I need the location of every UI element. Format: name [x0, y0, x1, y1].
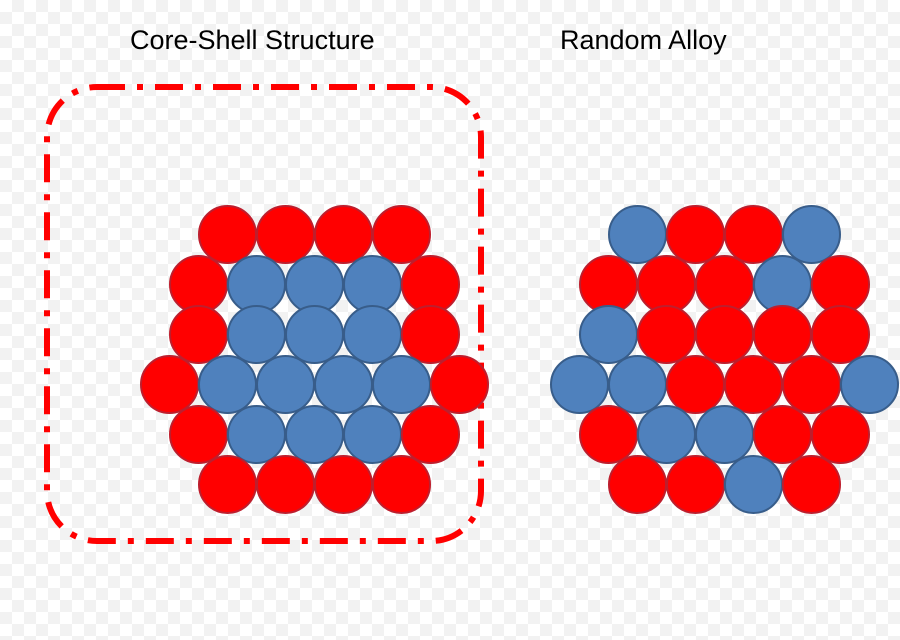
core-shell-atom	[372, 455, 431, 514]
title-random-alloy: Random Alloy	[560, 25, 727, 56]
core-shell-atom	[314, 455, 373, 514]
random-alloy-atom	[666, 455, 725, 514]
random-alloy-atom	[811, 405, 870, 464]
core-shell-atom	[401, 405, 460, 464]
core-shell-atom	[256, 455, 315, 514]
random-alloy-atom	[724, 455, 783, 514]
core-shell-atom	[198, 455, 257, 514]
random-alloy-atom	[840, 355, 899, 414]
title-core-shell: Core-Shell Structure	[130, 25, 375, 56]
random-alloy-atom	[608, 455, 667, 514]
core-shell-atom	[430, 355, 489, 414]
random-alloy-atom	[782, 455, 841, 514]
